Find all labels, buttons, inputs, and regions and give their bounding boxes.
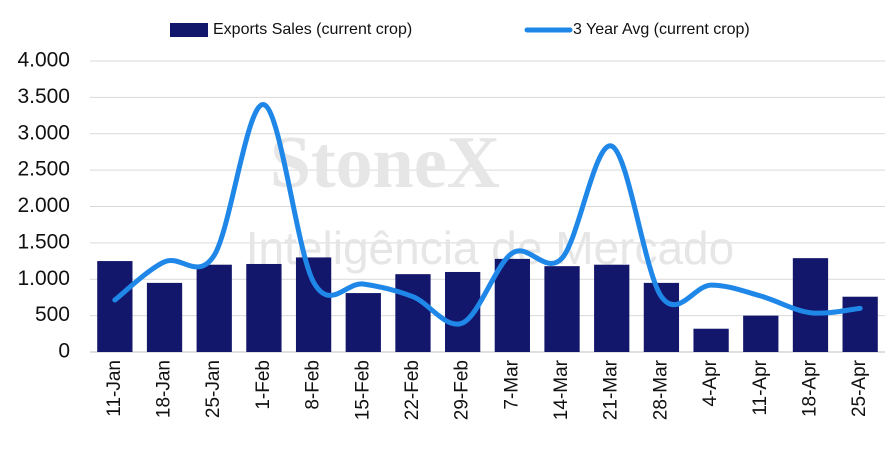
legend-label: Exports Sales (current crop)	[213, 21, 412, 38]
bar	[97, 261, 133, 352]
x-tick-label: 25-Jan	[203, 360, 224, 418]
x-tick-label: 15-Feb	[352, 360, 373, 420]
bar	[743, 315, 779, 352]
bar	[594, 264, 630, 352]
x-tick-label: 11-Jan	[104, 360, 125, 417]
y-tick-label: 1.500	[17, 230, 70, 253]
watermark-brand: StoneX	[270, 122, 500, 204]
x-tick-label: 11-Apr	[750, 359, 771, 415]
bar	[295, 257, 332, 352]
bar	[196, 264, 232, 352]
bar	[345, 293, 381, 352]
bar	[494, 258, 530, 352]
bar	[792, 258, 829, 352]
x-tick-label: 14-Mar	[551, 359, 572, 420]
x-tick-label: 8-Feb	[303, 360, 324, 410]
bar	[146, 282, 183, 352]
legend-label: 3 Year Avg (current crop)	[573, 21, 750, 38]
y-tick-label: 3.000	[17, 121, 70, 144]
y-tick-label: 2.500	[17, 158, 70, 181]
bar	[544, 266, 580, 352]
x-tick-label: 18-Jan	[154, 360, 175, 418]
y-tick-label: 0	[58, 340, 70, 363]
bar	[395, 274, 431, 352]
line	[112, 102, 863, 327]
x-tick-label: 4-Apr	[700, 359, 721, 406]
x-tick-label: 22-Feb	[402, 360, 423, 420]
y-tick-label: 1.000	[17, 267, 70, 290]
y-tick-label: 4.000	[17, 49, 70, 72]
x-tick-label: 28-Mar	[650, 359, 671, 420]
x-tick-label: 7-Mar	[501, 359, 522, 409]
x-tick-label: 25-Apr	[849, 359, 870, 417]
y-tick-label: 2.000	[17, 194, 70, 217]
x-tick-label: 29-Feb	[452, 360, 473, 420]
bar	[246, 263, 282, 352]
y-tick-label: 3.500	[17, 85, 70, 108]
x-tick-label: 21-Mar	[601, 359, 622, 420]
legend-swatch	[170, 23, 208, 37]
y-tick-label: 500	[35, 303, 70, 326]
bar	[842, 296, 878, 352]
x-tick-label: 1-Feb	[253, 360, 274, 410]
x-tick-label: 18-Apr	[799, 359, 820, 417]
bar	[693, 328, 729, 352]
